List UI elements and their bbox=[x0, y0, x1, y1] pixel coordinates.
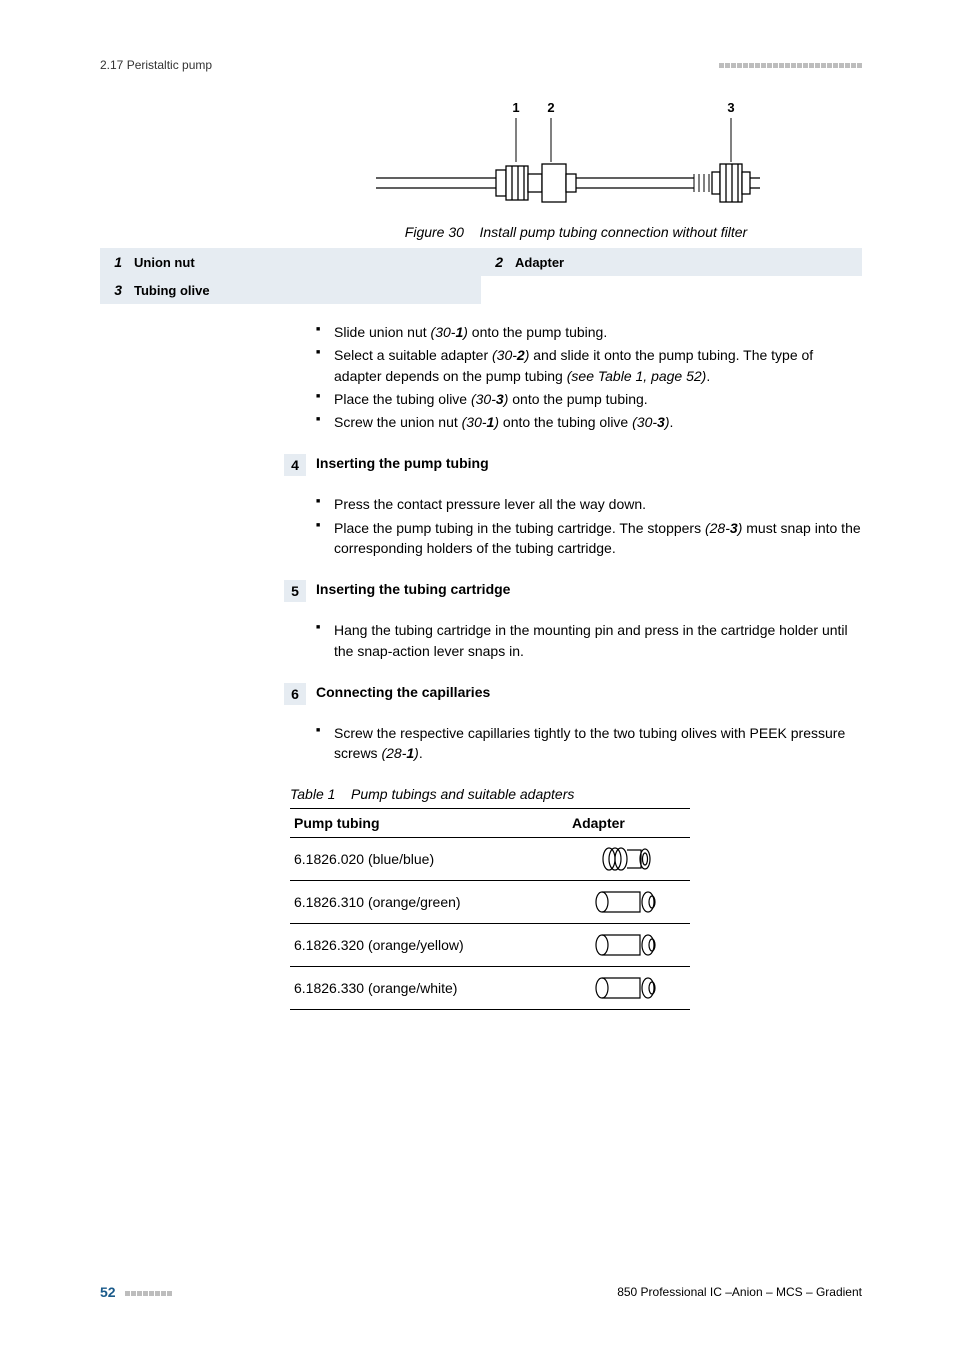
table-header: Pump tubing bbox=[290, 808, 568, 837]
step-number: 4 bbox=[284, 454, 306, 476]
step-5: 5 Inserting the tubing cartridge Hang th… bbox=[290, 580, 862, 661]
step-title: Connecting the capillaries bbox=[316, 683, 490, 705]
figure-30-diagram: 1 2 3 bbox=[376, 100, 776, 220]
bullet-item: Place the tubing olive (30-3) onto the p… bbox=[316, 389, 862, 409]
figure-legend: 1 Union nut 2 Adapter 3 Tubing olive bbox=[290, 248, 862, 304]
bullet-item: Select a suitable adapter (30-2) and sli… bbox=[316, 345, 862, 386]
figure-caption: Figure 30 Install pump tubing connection… bbox=[290, 224, 862, 240]
legend-item: 2 Adapter bbox=[481, 248, 862, 276]
page-footer: 52 850 Professional IC –Anion – MCS – Gr… bbox=[100, 1284, 862, 1300]
legend-item: 3 Tubing olive bbox=[100, 276, 481, 304]
adapter-icon bbox=[568, 923, 690, 966]
step-number: 6 bbox=[284, 683, 306, 705]
table-header: Adapter bbox=[568, 808, 690, 837]
bullet-item: Screw the respective capillaries tightly… bbox=[316, 723, 862, 764]
bullet-item: Hang the tubing cartridge in the mountin… bbox=[316, 620, 862, 661]
table-row: 6.1826.020 (blue/blue) bbox=[290, 837, 690, 880]
footer-dots bbox=[125, 1291, 172, 1296]
step-title: Inserting the pump tubing bbox=[316, 454, 489, 476]
main-content: 1 2 3 bbox=[290, 100, 862, 1010]
initial-bullets: Slide union nut (30-1) onto the pump tub… bbox=[316, 322, 862, 432]
bullet-item: Press the contact pressure lever all the… bbox=[316, 494, 862, 514]
legend-item: 1 Union nut bbox=[100, 248, 481, 276]
legend-blank bbox=[481, 276, 862, 304]
bullet-item: Screw the union nut (30-1) onto the tubi… bbox=[316, 412, 862, 432]
callout-2: 2 bbox=[547, 100, 554, 115]
footer-left: 52 bbox=[100, 1284, 172, 1300]
table-row: 6.1826.320 (orange/yellow) bbox=[290, 923, 690, 966]
adapter-table: Pump tubing Adapter 6.1826.020 (blue/blu… bbox=[290, 808, 690, 1010]
step-6: 6 Connecting the capillaries Screw the r… bbox=[290, 683, 862, 764]
section-reference: 2.17 Peristaltic pump bbox=[100, 58, 212, 72]
step-title: Inserting the tubing cartridge bbox=[316, 580, 510, 602]
bullet-item: Place the pump tubing in the tubing cart… bbox=[316, 518, 862, 559]
table-row: 6.1826.310 (orange/green) bbox=[290, 880, 690, 923]
page-header: 2.17 Peristaltic pump bbox=[100, 58, 862, 72]
bullet-item: Slide union nut (30-1) onto the pump tub… bbox=[316, 322, 862, 342]
callout-1: 1 bbox=[512, 100, 519, 115]
callout-3: 3 bbox=[727, 100, 734, 115]
table-row: 6.1826.330 (orange/white) bbox=[290, 966, 690, 1009]
adapter-icon bbox=[568, 880, 690, 923]
adapter-icon bbox=[568, 966, 690, 1009]
footer-doc-title: 850 Professional IC –Anion – MCS – Gradi… bbox=[617, 1285, 862, 1299]
adapter-icon bbox=[568, 837, 690, 880]
step-4: 4 Inserting the pump tubing Press the co… bbox=[290, 454, 862, 558]
header-dots bbox=[719, 63, 862, 68]
step-number: 5 bbox=[284, 580, 306, 602]
table-caption: Table 1 Pump tubings and suitable adapte… bbox=[290, 786, 862, 802]
page-number: 52 bbox=[100, 1284, 116, 1300]
figure-30: 1 2 3 bbox=[290, 100, 862, 240]
